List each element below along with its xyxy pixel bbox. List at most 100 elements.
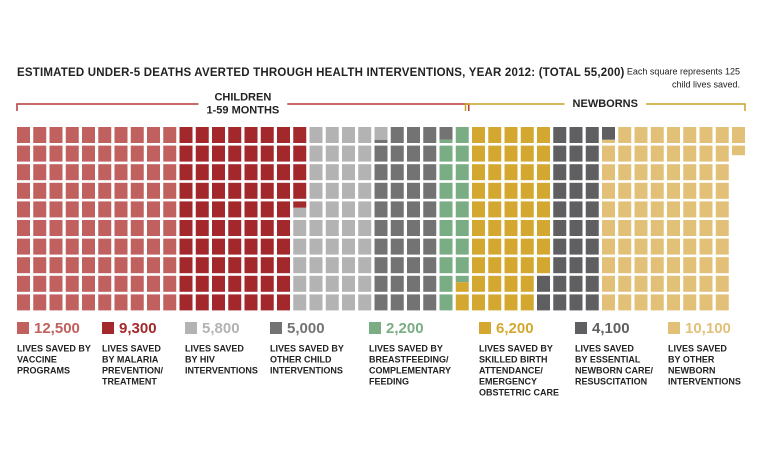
waffle-square <box>618 220 632 236</box>
waffle-square <box>82 164 95 181</box>
waffle-square <box>33 127 47 143</box>
legend-description: LIVES SAVED <box>668 343 727 353</box>
waffle-square <box>439 294 453 311</box>
waffle-square <box>553 294 567 311</box>
waffle-square <box>602 294 615 311</box>
waffle-square <box>488 275 502 292</box>
waffle-square <box>114 238 128 255</box>
waffle-square <box>358 257 372 274</box>
legend-swatch <box>185 322 197 334</box>
waffle-square <box>309 238 323 255</box>
waffle-square <box>504 294 518 311</box>
waffle-square <box>504 145 518 162</box>
waffle-square <box>309 220 323 236</box>
waffle-square <box>439 238 453 255</box>
waffle-square <box>228 275 242 292</box>
waffle-square <box>163 238 177 255</box>
waffle-square <box>277 275 290 292</box>
waffle-square <box>147 238 160 255</box>
legend-description: BY OTHER <box>668 354 715 364</box>
waffle-square <box>553 145 567 162</box>
waffle-square <box>114 145 128 162</box>
waffle-square <box>390 275 404 292</box>
waffle-square <box>602 257 615 274</box>
waffle-square <box>683 182 697 199</box>
waffle-square <box>520 275 534 292</box>
waffle-square <box>390 257 404 274</box>
waffle-square <box>472 164 485 181</box>
waffle-square <box>488 294 502 311</box>
waffle-square <box>472 294 485 311</box>
waffle-square <box>244 257 258 274</box>
legend-description: BY HIV <box>185 354 215 364</box>
waffle-square <box>228 182 242 199</box>
group-bracket <box>16 103 199 111</box>
waffle-square <box>537 164 550 181</box>
waffle-square <box>277 238 290 255</box>
waffle-square <box>650 257 664 274</box>
waffle-square <box>277 201 290 218</box>
waffle-square <box>228 145 242 162</box>
legend-description: PREVENTION/ <box>102 365 164 375</box>
waffle-square <box>455 282 469 292</box>
waffle-square <box>179 164 193 181</box>
waffle-square <box>358 220 372 236</box>
waffle-square <box>504 257 518 274</box>
waffle-square <box>260 201 274 218</box>
waffle-square <box>650 220 664 236</box>
waffle-square <box>260 294 274 311</box>
waffle-square <box>667 164 680 181</box>
waffle-square <box>358 182 372 199</box>
waffle-square <box>33 275 47 292</box>
waffle-square <box>277 294 290 311</box>
legend-description: TREATMENT <box>102 376 157 386</box>
waffle-square <box>212 220 225 236</box>
waffle-square <box>98 182 112 199</box>
value-label: 4,100 <box>592 320 630 337</box>
waffle-square <box>260 238 274 255</box>
group-bracket <box>645 103 746 111</box>
waffle-square <box>260 220 274 236</box>
waffle-square <box>585 145 599 162</box>
legend-description: LIVES SAVED BY <box>479 343 553 353</box>
waffle-square <box>472 127 485 143</box>
waffle-square <box>715 257 729 274</box>
waffle-square <box>195 145 209 162</box>
waffle-square <box>488 238 502 255</box>
waffle-square <box>277 127 290 143</box>
value-label: 10,100 <box>685 320 731 337</box>
waffle-square <box>407 145 420 162</box>
waffle-square <box>618 127 632 143</box>
waffle-square <box>472 257 485 274</box>
group-label: 1-59 MONTHS <box>207 104 280 116</box>
legend-description: LIVES SAVED <box>575 343 634 353</box>
waffle-square <box>504 238 518 255</box>
legend-description: INTERVENTIONS <box>270 365 343 375</box>
waffle-square <box>195 238 209 255</box>
waffle-square <box>472 238 485 255</box>
waffle-square <box>423 220 437 236</box>
waffle-square <box>342 145 355 162</box>
waffle-square <box>683 294 697 311</box>
waffle-square <box>602 164 615 181</box>
waffle-square <box>650 145 664 162</box>
waffle-square <box>260 257 274 274</box>
waffle-square <box>325 294 339 311</box>
waffle-square <box>212 201 225 218</box>
waffle-square <box>569 182 583 199</box>
waffle-square <box>504 275 518 292</box>
waffle-square <box>537 182 550 199</box>
waffle-square <box>49 294 63 311</box>
waffle-square <box>683 257 697 274</box>
waffle-square <box>277 164 290 181</box>
waffle-square <box>114 257 128 274</box>
waffle-square <box>163 220 177 236</box>
waffle-square <box>585 257 599 274</box>
waffle-square <box>163 294 177 311</box>
waffle-square <box>634 220 648 236</box>
waffle-square <box>342 294 355 311</box>
waffle-square <box>179 127 193 143</box>
waffle-square <box>618 182 632 199</box>
chart-title: ESTIMATED UNDER-5 DEATHS AVERTED THROUGH… <box>17 67 625 79</box>
waffle-square <box>390 127 404 143</box>
